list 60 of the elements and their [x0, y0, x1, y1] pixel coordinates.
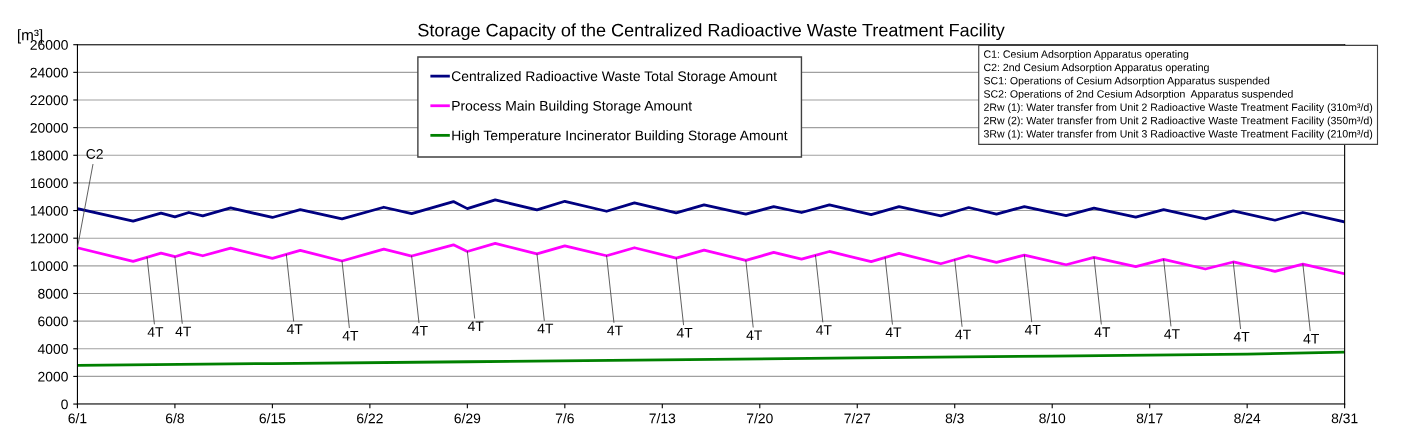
annotation: 4T — [537, 323, 554, 334]
annotation: 4T — [147, 327, 164, 337]
annotation: 4T — [1094, 327, 1111, 337]
y-tick-label: 14000 — [30, 205, 68, 216]
y-tick-label: 4000 — [37, 344, 68, 354]
x-tick-label: 7/27 — [844, 413, 871, 424]
annotation: 4T — [676, 328, 693, 338]
legend-label: Centralized Radioactive Waste Total Storage Amount — [451, 70, 777, 84]
x-tick-label: 8/10 — [1039, 413, 1066, 424]
annotation: 4T — [1164, 329, 1180, 339]
annotation: 4T — [1024, 325, 1041, 335]
annotation: 4T — [412, 325, 428, 336]
annotation: 4T — [955, 329, 971, 340]
annotation: 4T — [467, 321, 484, 331]
x-tick-label: 8/3 — [945, 413, 964, 424]
x-tick-label: 7/20 — [746, 413, 773, 424]
y-tick-label: 6000 — [38, 316, 68, 327]
annotation: 3Rw (1): Water transfer from Unit 3 Radioactive Waste Treatment Facility (210m³/d) — [983, 129, 1373, 140]
y-tick-label: 0 — [61, 399, 68, 410]
x-tick-label: 8/24 — [1234, 413, 1261, 424]
annotation: SC2: Operations of 2nd Cesium Adsorption Apparatus suspended — [983, 89, 1293, 100]
x-tick-label: 7/13 — [649, 413, 676, 424]
annotation: 4T — [885, 327, 902, 338]
y-tick-label: 16000 — [30, 178, 68, 189]
y-tick-label: 24000 — [30, 67, 68, 78]
annotation: C1: Cesium Adsorption Apparatus operating — [984, 50, 1189, 60]
y-tick-label: 8000 — [38, 288, 68, 299]
x-tick-label: 6/8 — [165, 413, 184, 424]
annotation: 4T — [1233, 331, 1250, 342]
annotation: SC1: Operations of Cesium Adsorption Apparatus suspended — [983, 76, 1270, 87]
annotation: 4T — [816, 325, 832, 335]
annotation: 4T — [342, 330, 359, 341]
x-tick-label: 6/29 — [454, 413, 481, 424]
y-tick-label: 22000 — [30, 95, 68, 106]
x-tick-label: 8/31 — [1331, 413, 1358, 424]
annotation: 2Rw (2): Water transfer from Unit 2 Radioactive Waste Treatment Facility (350m³/d) — [984, 116, 1373, 127]
y-tick-label: 10000 — [30, 261, 68, 272]
y-tick-label: 18000 — [30, 150, 68, 161]
line-series — [77, 198, 1345, 224]
annotation: 4T — [286, 324, 303, 334]
x-tick-label: 6/15 — [259, 413, 286, 424]
y-tick-label: 2000 — [38, 371, 68, 382]
annotation: C2 — [86, 149, 103, 159]
line-series — [77, 350, 1345, 367]
x-tick-label: 8/17 — [1136, 413, 1163, 424]
annotation: 4T — [607, 325, 623, 336]
legend-label: Process Main Building Storage Amount — [452, 100, 692, 114]
annotation: C2: 2nd Cesium Adsorption Apparatus operating — [984, 63, 1209, 74]
y-tick-label: 12000 — [30, 233, 68, 244]
legend-label: High Temperature Incinerator Building Storage Amount — [452, 130, 788, 144]
chart-title: Storage Capacity of the Centralized Radioactive Waste Treatment Facility — [418, 23, 1005, 41]
x-tick-label: 7/6 — [555, 413, 574, 424]
line-series — [77, 242, 1345, 276]
annotation: 4T — [1303, 334, 1319, 344]
annotation: 4T — [175, 326, 192, 337]
x-tick-label: 6/22 — [357, 413, 383, 424]
annotation: 4T — [746, 330, 762, 340]
y-tick-label: 20000 — [30, 122, 68, 133]
x-tick-label: 6/1 — [68, 413, 87, 424]
annotation: 2Rw (1): Water transfer from Unit 2 Radioactive Waste Treatment Facility (310m³/d) — [984, 103, 1373, 114]
